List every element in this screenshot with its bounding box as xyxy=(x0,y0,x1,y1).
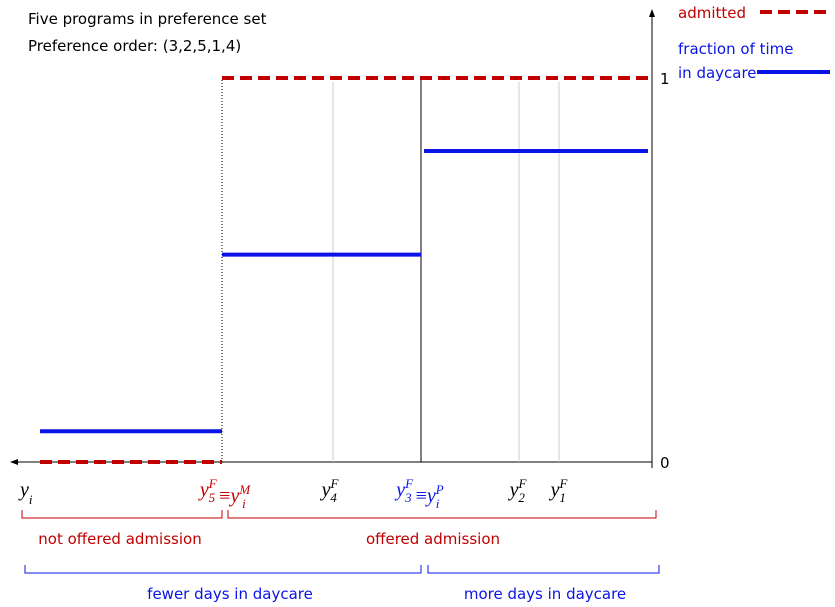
legend-label: in daycare xyxy=(678,64,757,82)
bracket xyxy=(21,510,223,519)
bracket-label: more days in daycare xyxy=(464,585,626,603)
legend-label: admitted xyxy=(678,4,746,22)
x-axis-label: yi xyxy=(18,479,33,507)
y-tick-label: 1 xyxy=(660,70,670,88)
note: Preference order: (3,2,5,1,4) xyxy=(28,37,241,55)
bracket xyxy=(24,565,422,574)
math-sub: 1 xyxy=(559,490,566,505)
math-sup: F xyxy=(558,476,568,491)
x-label: yF 1 xyxy=(549,476,569,505)
math-sup: P xyxy=(435,482,444,497)
math-sub: 3 xyxy=(404,490,412,505)
math-sup: M xyxy=(238,482,251,497)
x-label: yF 2 xyxy=(508,476,528,505)
math-base: y xyxy=(394,479,405,501)
legend-label: fraction of time xyxy=(678,40,794,58)
math-base: y xyxy=(508,479,519,501)
math-sub: i xyxy=(436,496,440,511)
math-base: y xyxy=(549,479,560,501)
math-sup: F xyxy=(329,476,339,491)
math-sub: i xyxy=(29,492,33,507)
bracket xyxy=(227,510,657,519)
x-label: yF 4 xyxy=(320,476,340,505)
math-base: y xyxy=(18,479,29,501)
math-sup: F xyxy=(404,476,414,491)
math-base: y xyxy=(198,479,209,501)
math-sub: 4 xyxy=(330,490,337,505)
math-sup: F xyxy=(517,476,527,491)
x-label: yF 5 ≡yM i xyxy=(198,476,252,511)
note: Five programs in preference set xyxy=(28,10,267,28)
math-base: y xyxy=(320,479,331,501)
axis-arrow xyxy=(10,459,18,465)
math-base: y xyxy=(228,485,239,507)
y-tick-label: 0 xyxy=(660,454,670,472)
bracket-label: not offered admission xyxy=(38,530,201,548)
math-symbol: ≡ xyxy=(416,485,427,507)
x-label: yF 3 ≡yP i xyxy=(394,476,444,511)
bracket-label: fewer days in daycare xyxy=(147,585,313,603)
bracket-label: offered admission xyxy=(366,530,500,548)
math-symbol: ≡ xyxy=(219,485,230,507)
math-base: y xyxy=(425,485,436,507)
math-sup: F xyxy=(208,476,218,491)
math-sub: i xyxy=(242,496,246,511)
math-sub: 2 xyxy=(518,490,525,505)
bracket xyxy=(427,565,660,574)
axis-arrow xyxy=(649,9,655,17)
math-sub: 5 xyxy=(209,490,216,505)
